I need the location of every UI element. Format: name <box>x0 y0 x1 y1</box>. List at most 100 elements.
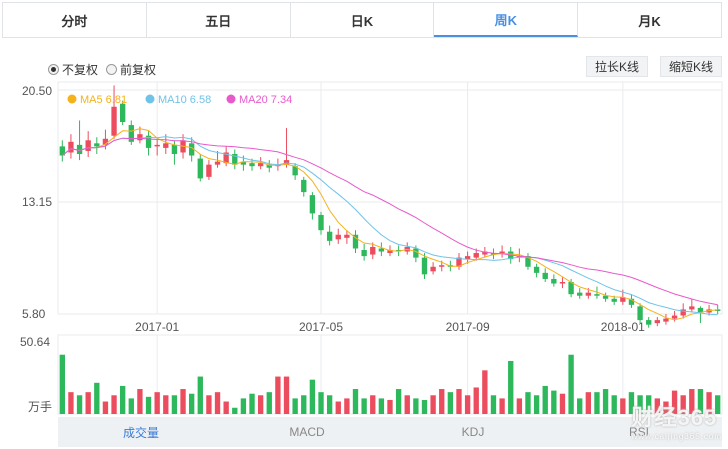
candle-body <box>318 214 324 231</box>
candle-body <box>568 282 574 295</box>
radio-dot <box>106 64 118 75</box>
candle-body <box>232 154 238 165</box>
volume-bar <box>533 395 540 414</box>
volume-bar <box>568 354 574 414</box>
volume-bar <box>456 389 462 414</box>
volume-bar <box>473 387 479 414</box>
volume-bar <box>275 376 281 414</box>
legend-dot-ma10 <box>145 94 155 104</box>
watermark-sub: www.caijing365.com <box>631 432 722 441</box>
legend-text-ma20: MA20 7.34 <box>239 94 292 106</box>
candle-body <box>646 320 652 325</box>
candle-body <box>335 234 341 240</box>
candle-body <box>663 318 669 322</box>
volume-bar <box>654 398 660 414</box>
volume-bar <box>240 398 247 414</box>
volume-bar <box>344 398 350 414</box>
volume-bar <box>232 407 238 414</box>
volume-bar <box>180 389 186 414</box>
y-tick-label: 5.80 <box>22 307 46 321</box>
radio-label-pre-adjust: 前复权 <box>120 63 157 77</box>
tab-1[interactable]: 五日 <box>147 3 291 37</box>
volume-bar <box>137 389 143 414</box>
legend-text-ma5: MA5 6.81 <box>80 94 127 106</box>
volume-bar <box>85 392 91 414</box>
candle-body <box>120 103 126 122</box>
tab-4[interactable]: 月K <box>638 13 661 29</box>
volume-bar <box>646 395 652 414</box>
candle-body <box>611 298 617 302</box>
volume-bar <box>499 398 505 414</box>
indicator-tab-1[interactable]: MACD <box>289 425 325 439</box>
volume-bar <box>266 392 272 414</box>
y-tick-label: 13.15 <box>22 195 52 209</box>
candle-body <box>68 141 74 153</box>
candle-body <box>620 297 626 302</box>
volume-bar <box>637 395 643 414</box>
volume-bar <box>163 395 169 414</box>
watermark-main: 财经365 <box>631 405 718 430</box>
candle-body <box>464 256 471 260</box>
volume-bar <box>706 392 712 414</box>
candle-body <box>387 250 393 254</box>
candle-body <box>542 272 548 279</box>
candle-body <box>171 144 178 154</box>
volume-bar <box>628 392 635 414</box>
volume-bar <box>611 395 617 414</box>
volume-bar <box>490 395 497 414</box>
volume-bar <box>482 370 488 414</box>
volume-bar <box>206 395 212 414</box>
y-tick-label: 20.50 <box>22 84 52 98</box>
volume-bar <box>171 395 178 414</box>
volume-bar <box>689 389 695 414</box>
candle-body <box>689 306 695 310</box>
volume-bar <box>404 395 410 414</box>
volume-bar <box>352 389 359 414</box>
candle-body <box>344 234 350 238</box>
candle-body <box>59 146 65 156</box>
volume-bar <box>102 401 109 414</box>
tab-3[interactable]: 周K <box>434 3 579 37</box>
extend-kline-button[interactable]: 拉长K线 <box>586 56 649 77</box>
volume-bar <box>68 392 74 414</box>
candle-body <box>197 158 203 179</box>
volume-bar <box>421 399 428 414</box>
candle-body <box>456 257 462 267</box>
volume-bar <box>559 393 566 414</box>
indicator-tab-0[interactable]: 成交量 <box>122 425 159 440</box>
tab-2[interactable]: 日K <box>291 3 435 37</box>
candle-body <box>102 138 109 145</box>
candle-body <box>697 307 704 313</box>
candle-body <box>326 231 333 241</box>
volume-bar <box>551 390 557 414</box>
volume-bar <box>508 360 514 414</box>
radio-pre-adjust[interactable]: 前复权 <box>106 61 156 78</box>
volume-bar <box>378 398 385 414</box>
candle-body <box>301 179 307 193</box>
volume-max-label: 50.64 <box>20 335 50 349</box>
volume-bar <box>335 401 341 414</box>
ma5-line <box>61 128 718 321</box>
candle-body <box>671 315 678 319</box>
candle-body <box>594 294 600 296</box>
radio-no-adjust[interactable]: 不复权 <box>48 61 98 78</box>
volume-bar <box>430 395 436 414</box>
volume-bar <box>197 376 203 414</box>
volume-bar <box>257 395 264 414</box>
shorten-kline-button[interactable]: 缩短K线 <box>660 56 723 77</box>
candle-body <box>111 106 117 136</box>
indicator-tab-2[interactable]: KDJ <box>461 425 485 439</box>
indicator-tab-3[interactable]: RSI <box>628 425 649 439</box>
candle-body <box>283 160 290 165</box>
candle-body <box>352 234 359 249</box>
volume-bar <box>620 398 626 414</box>
x-tick-label: 2017-01 <box>135 320 179 334</box>
tab-0[interactable]: 分时 <box>3 3 147 37</box>
candle-body <box>292 166 298 176</box>
radio-dot-selected <box>48 64 59 75</box>
volume-bar <box>301 395 307 414</box>
candle-body <box>163 143 169 148</box>
watermark: 财经365 www.caijing365.com <box>632 400 722 441</box>
radio-label-no-adjust: 不复权 <box>62 63 99 77</box>
volume-bar <box>128 398 134 414</box>
